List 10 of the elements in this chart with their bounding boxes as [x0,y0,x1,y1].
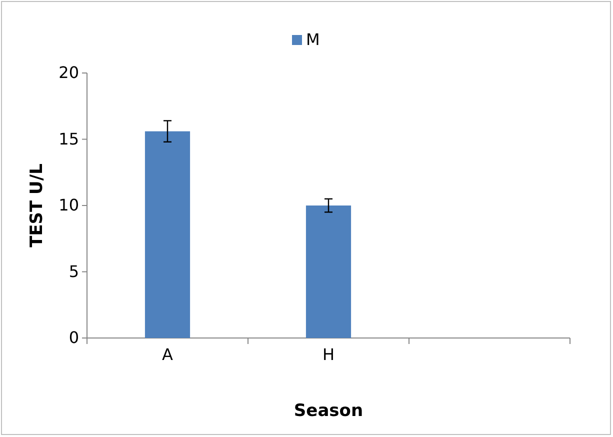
y-tick-label: 15 [58,129,79,148]
y-tick-label: 0 [68,328,79,348]
x-axis-title: Season [294,401,364,421]
x-tick-label: A [162,345,174,364]
legend-label: M [306,30,320,49]
y-tick-label: 10 [58,196,79,215]
y-tick-label: 5 [68,262,79,281]
y-tick-label: 20 [58,63,79,82]
y-axis-title: TEST U/L [27,163,47,248]
x-tick-label: H [322,345,335,364]
